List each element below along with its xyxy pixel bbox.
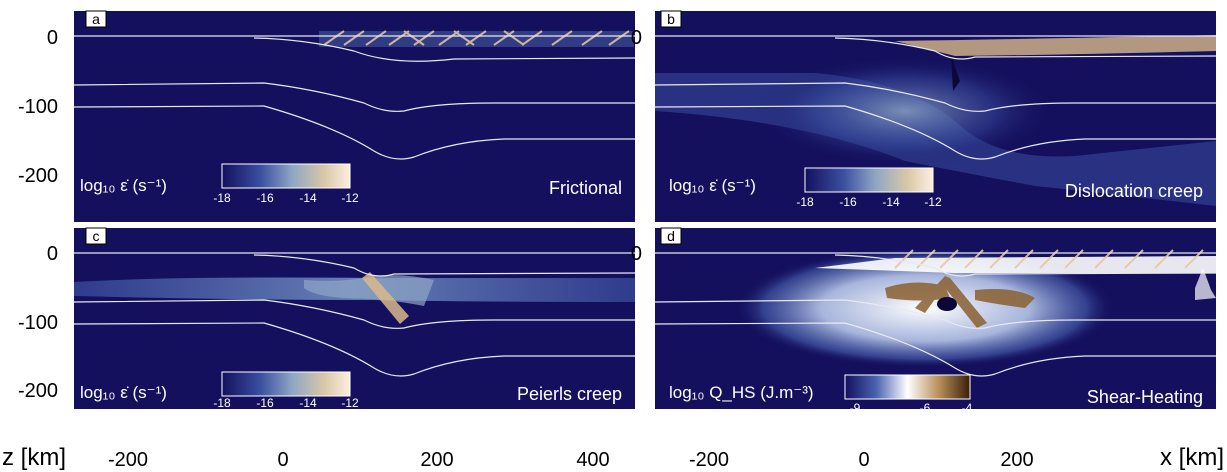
panel-d-letter-box <box>660 227 682 245</box>
x-tick-label: -200 <box>108 449 148 471</box>
panel-b-title: Dislocation creep <box>1065 181 1203 201</box>
panel-a-letter: a <box>92 11 100 27</box>
panel-b-boundaries <box>654 35 1217 160</box>
panel-a-colorbar-ticks: -18 -16 -14 -12 <box>213 191 359 205</box>
y-tick-label: 0 <box>631 27 642 49</box>
x-tick-label: -200 <box>689 449 729 471</box>
y-tick-label: 0 <box>47 243 58 265</box>
x-tick-label: 0 <box>277 449 288 471</box>
colorbar-tick: -6 <box>920 401 931 415</box>
panel-d: d log₁₀ Q_HS (J.m⁻³) -9 -6 -4 Shear-Heat… <box>654 227 1217 415</box>
colorbar-tick: -18 <box>213 396 231 410</box>
panel-c-colorbar <box>221 371 351 397</box>
x-tick-label: 0 <box>858 449 869 471</box>
panel-b-colorbar <box>804 167 934 193</box>
colorbar-tick: -12 <box>341 191 359 205</box>
colorbar-tick: -12 <box>924 195 942 209</box>
panel-a-boundaries <box>73 35 636 160</box>
panel-c-shear-zone <box>362 272 409 324</box>
panel-d-quantity-label: log₁₀ Q_HS (J.m⁻³) <box>669 383 814 402</box>
panel-c-colorbar-ticks: -18 -16 -14 -12 <box>213 396 359 410</box>
panel-c-letter-box <box>85 227 107 245</box>
y-tick-label: -100 <box>18 312 58 334</box>
panel-d-right-speckle <box>1195 268 1216 300</box>
panel-b-letter-box <box>660 10 682 28</box>
x-axis-right: -200 0 200 <box>689 449 1034 471</box>
colorbar-tick: -14 <box>882 195 900 209</box>
panel-b-colorbar-ticks: -18 -16 -14 -12 <box>796 195 942 209</box>
colorbar-tick: -4 <box>962 401 973 415</box>
panel-c-strain-core <box>304 275 434 306</box>
y-tick-label: 0 <box>47 27 58 49</box>
colorbar-tick: -14 <box>299 396 317 410</box>
y-axis-bottom-right: 0 <box>631 243 642 265</box>
panel-c-quantity-label: log₁₀ ε̇ (s⁻¹) <box>80 383 167 402</box>
panel-b-slab-notch <box>951 56 960 91</box>
panel-a: a log₁₀ ε̇ (s⁻¹) -18 -16 -14 -12 Frictio… <box>73 10 636 222</box>
panel-c-letter: c <box>93 228 100 244</box>
x-tick-label: 400 <box>576 449 609 471</box>
panel-a-colorbar <box>221 163 351 189</box>
panel-a-letter-box <box>85 10 107 28</box>
panel-a-title: Frictional <box>549 178 622 198</box>
x-tick-label: 200 <box>1000 449 1033 471</box>
panel-c-title: Peierls creep <box>517 384 622 404</box>
panel-a-quantity-label: log₁₀ ε̇ (s⁻¹) <box>80 176 167 195</box>
y-axis-bottom: 0 -100 -200 <box>18 243 58 402</box>
y-axis-title: z [km] <box>2 444 66 471</box>
panel-c: c log₁₀ ε̇ (s⁻¹) -18 -16 -14 -12 Peierls… <box>73 227 636 410</box>
x-axis-left: -200 0 200 400 <box>108 449 610 471</box>
panel-c-background <box>74 228 635 409</box>
panel-b-strain-glow <box>755 56 1055 166</box>
colorbar-tick: -16 <box>256 396 274 410</box>
panel-b-letter: b <box>667 11 675 27</box>
colorbar-tick: -9 <box>850 401 861 415</box>
y-tick-label: 0 <box>631 243 642 265</box>
y-axis-top-right: 0 <box>631 27 642 49</box>
colorbar-tick: -18 <box>213 191 231 205</box>
panel-d-boundaries <box>654 252 1217 377</box>
y-tick-label: -100 <box>18 96 58 118</box>
panel-d-colorbar-ticks: -9 -6 -4 <box>850 401 973 415</box>
colorbar-tick: -16 <box>839 195 857 209</box>
panel-b-upper-strain <box>895 35 1216 56</box>
panel-b-quantity-label: log₁₀ ε̇ (s⁻¹) <box>669 176 756 195</box>
panel-d-cold-core <box>937 297 957 311</box>
panel-d-letter: d <box>667 228 675 244</box>
panel-d-shear-zones <box>885 276 1035 328</box>
colorbar-tick: -12 <box>341 396 359 410</box>
colorbar-tick: -18 <box>796 195 814 209</box>
panel-d-colorbar <box>844 374 971 400</box>
panel-d-upper-heating <box>815 256 1216 273</box>
x-tick-label: 200 <box>420 449 453 471</box>
x-axis-title: x [km] <box>1160 444 1224 471</box>
y-tick-label: -200 <box>18 380 58 402</box>
y-axis-top: 0 -100 -200 <box>18 27 58 187</box>
colorbar-tick: -14 <box>299 191 317 205</box>
panel-b: b log₁₀ ε̇ (s⁻¹) -18 -16 -14 -12 Disloca… <box>654 10 1217 222</box>
panel-c-boundaries <box>73 252 636 377</box>
panel-d-title: Shear-Heating <box>1087 387 1203 407</box>
colorbar-tick: -16 <box>256 191 274 205</box>
y-tick-label: -200 <box>18 165 58 187</box>
panel-a-fault-pattern <box>323 30 630 46</box>
